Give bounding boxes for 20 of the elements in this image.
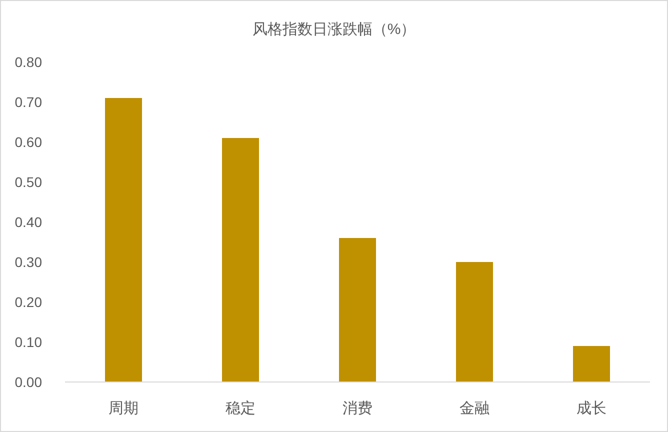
y-tick-label: 0.40 xyxy=(14,214,42,230)
x-tick-label: 消费 xyxy=(342,400,372,417)
y-tick-label: 0.10 xyxy=(14,334,42,350)
y-tick-label: 0.50 xyxy=(14,174,42,190)
y-tick-label: 0.30 xyxy=(14,254,42,270)
x-tick-label: 成长 xyxy=(576,400,606,417)
y-tick-label: 0.70 xyxy=(14,94,42,110)
bar xyxy=(105,98,142,382)
bar xyxy=(456,262,493,382)
bar xyxy=(339,238,376,382)
y-tick-label: 0.20 xyxy=(14,294,42,310)
x-tick-label: 稳定 xyxy=(226,400,256,417)
y-tick-label: 0.60 xyxy=(14,134,42,150)
bar xyxy=(222,138,259,382)
chart-title: 风格指数日涨跌幅（%） xyxy=(252,21,416,38)
y-tick-label: 0.80 xyxy=(14,54,42,70)
x-tick-label: 金融 xyxy=(460,400,490,417)
bar xyxy=(573,346,610,382)
y-tick-label: 0.00 xyxy=(14,374,42,390)
x-tick-label: 周期 xyxy=(108,400,138,417)
